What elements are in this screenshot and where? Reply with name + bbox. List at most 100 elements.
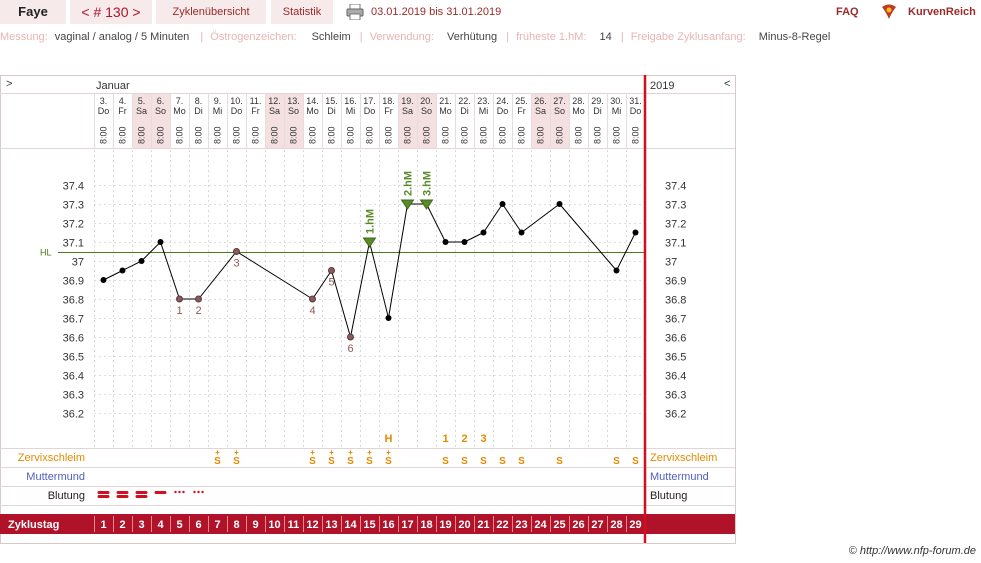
day-date: 28.	[572, 96, 585, 106]
mucus-mark: S	[347, 456, 354, 467]
day-date: 30.	[610, 96, 623, 106]
user-name: Faye	[0, 0, 66, 24]
measure-time: 8:00	[232, 126, 242, 144]
cycle-day-number: 28	[610, 519, 622, 531]
y-tick-right: 36.5	[665, 352, 686, 364]
printer-icon[interactable]	[346, 4, 364, 20]
y-tick-right: 36.8	[665, 295, 686, 307]
low-measurement-point	[233, 248, 240, 255]
nav-right-arrow[interactable]: <	[724, 78, 730, 90]
day-weekday: Sa	[402, 106, 413, 116]
orifice-row-label-right: Muttermund	[650, 471, 709, 483]
day-date: 17.	[363, 96, 376, 106]
bleeding-spotting	[193, 490, 196, 494]
cycle-day-number: 22	[496, 519, 508, 531]
day-weekday: Di	[593, 106, 602, 116]
peak-day-marker: H	[385, 433, 393, 445]
cycle-day-number: 23	[515, 519, 527, 531]
weekend-shade	[284, 93, 303, 148]
cycle-day-number: 12	[306, 519, 318, 531]
cycle-day-number: 5	[176, 519, 182, 531]
day-weekday: So	[155, 106, 166, 116]
weekend-shade	[398, 93, 417, 148]
cycle-day-number: 7	[214, 519, 220, 531]
cycle-day-number: 8	[233, 519, 239, 531]
curve-segment	[160, 241, 180, 300]
temperature-point	[138, 258, 145, 264]
curve-segment	[103, 270, 123, 281]
weekend-shade	[531, 93, 550, 148]
curve-segment	[502, 203, 522, 233]
day-weekday: Mo	[173, 106, 186, 116]
measure-time: 8:00	[194, 126, 204, 144]
day-date: 13.	[287, 96, 300, 106]
nav-left-arrow[interactable]: >	[6, 78, 12, 90]
mucus-mark: S	[366, 456, 373, 467]
measure-time: 8:00	[308, 126, 318, 144]
day-weekday: So	[421, 106, 432, 116]
day-weekday: Fr	[517, 106, 526, 116]
measure-time: 8:00	[99, 126, 109, 144]
bleeding-strong	[135, 495, 148, 498]
measure-time: 8:00	[612, 126, 622, 144]
tab-statistics[interactable]: Statistik	[271, 0, 333, 24]
day-date: 7.	[176, 96, 184, 106]
temperature-point	[157, 239, 164, 245]
cycle-day-number: 6	[195, 519, 201, 531]
low-measurement-point	[347, 333, 354, 341]
mucus-mark: S	[480, 456, 487, 467]
day-date: 27.	[553, 96, 566, 106]
mucus-plus: +	[348, 448, 353, 457]
mucus-mark: S	[233, 456, 240, 467]
cycle-navigator[interactable]: < # 130 >	[70, 0, 152, 24]
separator: |	[620, 31, 624, 43]
day-date: 21.	[439, 96, 452, 106]
y-tick-left: 37.2	[63, 219, 84, 231]
day-date: 4.	[119, 96, 127, 106]
mucus-mark: S	[309, 456, 316, 467]
day-date: 22.	[458, 96, 471, 106]
curve-segment	[483, 203, 503, 233]
faq-link[interactable]: FAQ	[836, 6, 859, 18]
kurvenreich-logo-icon[interactable]	[880, 3, 898, 21]
temperature-point	[480, 229, 487, 236]
curve-segment	[426, 203, 446, 243]
temperature-point	[100, 277, 107, 283]
mucus-plus: +	[386, 448, 391, 457]
day-weekday: Do	[630, 106, 642, 116]
curve-segment	[236, 251, 313, 300]
measure-time: 8:00	[213, 126, 223, 144]
brand-name[interactable]: KurvenReich	[908, 6, 976, 18]
low-measurement-point	[309, 295, 316, 303]
temperature-point	[518, 229, 525, 236]
day-date: 20.	[420, 96, 433, 106]
y-tick-right: 37	[665, 257, 677, 269]
cycle-day-number: 2	[119, 519, 125, 531]
mucus-mark: S	[556, 456, 563, 467]
day-date: 23.	[477, 96, 490, 106]
bleeding-spotting	[197, 490, 200, 494]
y-tick-left: 36.6	[63, 333, 84, 345]
measure-time: 8:00	[631, 126, 641, 144]
cycle-day-number: 24	[534, 519, 547, 531]
cycle-day-label: Zyklustag	[8, 519, 59, 531]
high-measurement-marker	[362, 237, 377, 248]
bleeding-row-label: Blutung	[48, 490, 85, 502]
day-date: 16.	[344, 96, 357, 106]
day-weekday: Sa	[136, 106, 147, 116]
day-date: 31.	[629, 96, 642, 106]
curve-segment	[141, 241, 161, 262]
day-weekday: So	[554, 106, 565, 116]
hl-label: HL	[40, 248, 52, 258]
cycle-day-number: 29	[629, 519, 641, 531]
bleeding-spotting	[182, 490, 185, 494]
day-weekday: Di	[327, 106, 336, 116]
measure-time: 8:00	[270, 126, 280, 144]
month-label: Januar	[96, 80, 130, 92]
temperature-point	[442, 239, 449, 245]
tab-cycle-overview[interactable]: Zyklenübersicht	[156, 0, 266, 24]
y-tick-left: 36.3	[63, 390, 84, 402]
separator: |	[506, 31, 510, 43]
measure-time: 8:00	[251, 126, 261, 144]
temperature-point	[461, 239, 468, 245]
